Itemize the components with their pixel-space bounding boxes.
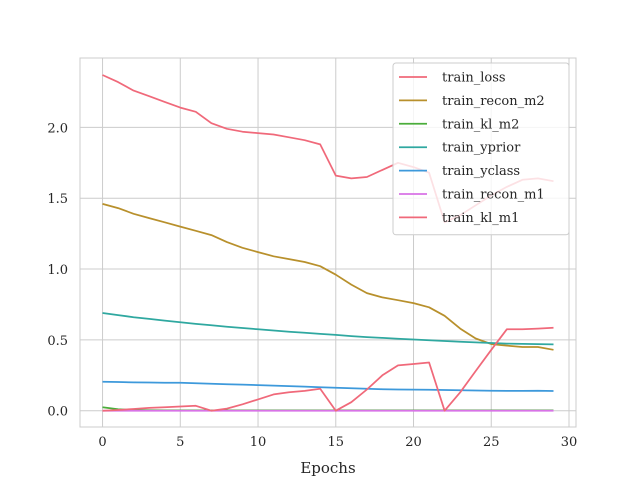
x-tick-label: 10 [250,435,267,450]
x-axis-tick-labels: 0 5 10 15 20 25 30 [98,435,577,450]
legend: train_loss train_recon_m2 train_kl_m2train… [392,62,570,236]
legend-label: train_kl_m2 [442,117,519,132]
series-line-train_yclass [102,380,554,392]
legend-box [392,62,570,236]
series-lines [102,74,554,412]
x-tick-label: 5 [176,435,184,450]
series-line-train_recon_m2 [102,203,554,351]
y-axis-tick-labels: 0.0 0.5 1.0 1.5 2.0 [47,121,68,419]
legend-label: train_kl_m1 [442,211,519,226]
x-tick-label: 30 [561,435,578,450]
y-tick-label: 1.0 [47,263,68,278]
series-line-train_kl_m1 [102,326,554,412]
x-tick-label: 0 [98,435,106,450]
plot-frame [79,57,577,428]
legend-label: train_recon_m1 [442,188,545,203]
y-tick-label: 0.0 [47,405,68,420]
legend-label: train_yprior [442,141,521,156]
legend-label: train_yclass [442,164,520,179]
y-tick-label: 0.5 [47,334,68,349]
legend-label: train_loss [442,71,506,86]
x-tick-label: 15 [328,435,345,450]
series-line-train_yprior [102,312,554,346]
x-axis-title: Epochs [300,459,355,477]
y-tick-label: 1.5 [47,192,68,207]
x-tick-label: 25 [483,435,500,450]
y-tick-label: 2.0 [47,121,68,136]
legend-label: train_recon_m2 [442,94,545,109]
x-tick-label: 20 [405,435,422,450]
